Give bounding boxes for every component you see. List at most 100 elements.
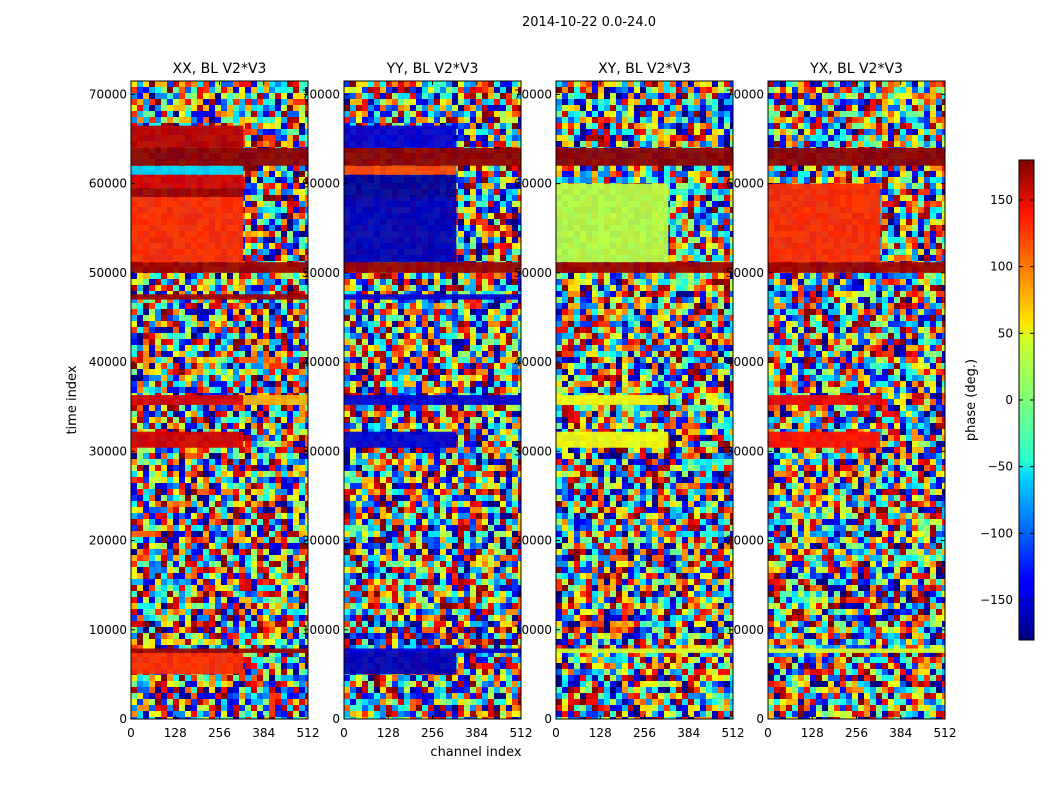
x-tick-label: 256 — [421, 726, 444, 740]
y-tick-label: 60000 — [302, 177, 340, 191]
phase-band-12 — [131, 125, 244, 148]
heatmap-noise — [556, 81, 733, 719]
colorbar-label: phase (deg.) — [964, 359, 979, 441]
x-tick-label: 0 — [764, 726, 772, 740]
phase-band-5 — [344, 294, 521, 300]
x-tick-label: 0 — [127, 726, 135, 740]
y-tick-label: 0 — [756, 712, 764, 726]
phase-band-2 — [768, 431, 881, 448]
x-tick-label: 512 — [934, 726, 957, 740]
heatmap-panel-4: YX, BL V2*V3 0 10000 20000 30000 40000 50000 60… — [726, 61, 957, 740]
colorbar-tick-label: −50 — [988, 460, 1013, 474]
phase-band-9 — [131, 174, 244, 189]
x-tick-label: 128 — [801, 726, 824, 740]
phase-band-10 — [344, 165, 457, 175]
phase-band-3 — [131, 431, 244, 448]
colorbar-tick-label: 100 — [990, 260, 1013, 274]
y-tick-label: 30000 — [89, 444, 127, 458]
y-tick-label: 60000 — [89, 177, 127, 191]
y-tick-label: 20000 — [514, 534, 552, 548]
y-tick-label: 60000 — [726, 177, 764, 191]
phase-band-10 — [131, 165, 244, 175]
colorbar: 150 100 50 0 −50 −100 −150 phase (deg.) — [964, 159, 1035, 641]
y-tick-label: 10000 — [514, 623, 552, 637]
x-tick-label: 128 — [377, 726, 400, 740]
x-axis-label: channel index — [430, 745, 521, 760]
phase-band-6 — [344, 262, 521, 273]
y-tick-label: 10000 — [726, 623, 764, 637]
panel-title: YY, BL V2*V3 — [386, 61, 479, 77]
phase-band-right-4 — [243, 395, 308, 405]
x-tick-label: 384 — [889, 726, 912, 740]
phase-band-4 — [768, 262, 945, 273]
phase-band-6 — [131, 262, 308, 273]
colorbar-tick-label: 0 — [1005, 393, 1013, 407]
phase-band-7 — [556, 147, 733, 166]
y-tick-label: 50000 — [89, 266, 127, 280]
y-tick-label: 50000 — [302, 266, 340, 280]
x-tick-label: 512 — [722, 726, 745, 740]
x-tick-label: 512 — [510, 726, 533, 740]
figure-suptitle: 2014-10-22 0.0-24.0 — [522, 15, 656, 30]
y-tick-label: 30000 — [302, 444, 340, 458]
y-tick-label: 70000 — [89, 87, 127, 101]
phase-band-9 — [344, 174, 457, 189]
phase-band-8 — [131, 188, 244, 197]
colorbar-tick-label: 50 — [998, 326, 1013, 340]
phase-band-4 — [344, 395, 521, 405]
y-axis-label: time index — [65, 365, 80, 434]
phase-band-3 — [556, 431, 669, 448]
x-tick-label: 384 — [465, 726, 488, 740]
heatmap-panel-1: XX, BL V2*V3 0 10000 20000 30000 40000 50000 60… — [89, 61, 320, 740]
panel-title: XX, BL V2*V3 — [173, 61, 267, 77]
heatmap-panel-3: XY, BL V2*V3 0 10000 20000 30000 40000 50000 60… — [514, 61, 745, 740]
colorbar-ticks: 150 100 50 0 −50 −100 −150 — [980, 193, 1034, 607]
phase-band-1 — [131, 652, 244, 675]
y-tick-label: 10000 — [89, 623, 127, 637]
y-tick-label: 30000 — [514, 444, 552, 458]
y-tick-label: 50000 — [514, 266, 552, 280]
phase-band-11 — [131, 147, 308, 166]
x-tick-label: 256 — [845, 726, 868, 740]
heatmap-panels: XX, BL V2*V3 0 10000 20000 30000 40000 50000 60… — [89, 61, 957, 740]
phase-band-1 — [344, 652, 457, 675]
phase-band-7 — [344, 197, 457, 263]
heatmap-panel-2: YY, BL V2*V3 0 10000 20000 30000 40000 50000 60… — [302, 61, 533, 740]
panel-title: XY, BL V2*V3 — [598, 61, 691, 77]
phase-band-2 — [131, 648, 308, 653]
x-tick-label: 0 — [552, 726, 560, 740]
y-tick-label: 0 — [332, 712, 340, 726]
y-tick-label: 40000 — [89, 355, 127, 369]
x-tick-label: 384 — [677, 726, 700, 740]
x-tick-label: 256 — [633, 726, 656, 740]
phase-band-2 — [344, 648, 521, 653]
y-tick-label: 0 — [544, 712, 552, 726]
y-tick-label: 60000 — [514, 177, 552, 191]
y-tick-label: 10000 — [302, 623, 340, 637]
y-tick-label: 40000 — [514, 355, 552, 369]
phase-band-5 — [556, 262, 733, 273]
phase-band-6 — [768, 147, 945, 166]
colorbar-tick-label: −150 — [980, 593, 1013, 607]
phase-band-8 — [344, 188, 457, 197]
phase-band-12 — [344, 125, 457, 148]
y-tick-label: 70000 — [726, 87, 764, 101]
x-tick-label: 0 — [340, 726, 348, 740]
y-tick-label: 70000 — [302, 87, 340, 101]
y-tick-label: 20000 — [89, 534, 127, 548]
x-tick-label: 384 — [252, 726, 275, 740]
y-tick-label: 0 — [119, 712, 127, 726]
phase-band-11 — [344, 147, 521, 166]
phase-band-4 — [556, 395, 669, 405]
phase-band-6 — [556, 183, 669, 263]
y-tick-label: 30000 — [726, 444, 764, 458]
colorbar-tick-label: −100 — [980, 526, 1013, 540]
x-tick-label: 128 — [164, 726, 187, 740]
panel-title: YX, BL V2*V3 — [809, 61, 903, 77]
y-tick-label: 70000 — [514, 87, 552, 101]
y-tick-label: 20000 — [726, 534, 764, 548]
phase-band-3 — [344, 431, 457, 448]
x-tick-label: 128 — [589, 726, 612, 740]
y-tick-label: 40000 — [726, 355, 764, 369]
